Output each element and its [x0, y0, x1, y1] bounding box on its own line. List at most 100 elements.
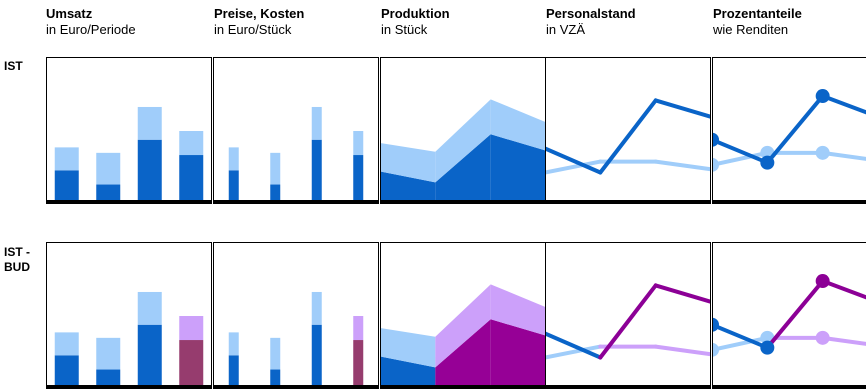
line-segment — [765, 94, 825, 165]
line-point — [760, 155, 775, 170]
line-point — [815, 89, 830, 104]
bar-segment-dark — [54, 170, 79, 202]
line-segment — [712, 335, 770, 352]
line-segment — [545, 344, 603, 360]
bar-segment-dark — [179, 155, 204, 202]
area-segment-dark — [380, 171, 436, 202]
bar-segment-light — [54, 147, 79, 171]
bar-segment-dark — [311, 324, 322, 387]
bar-segment-dark — [311, 139, 322, 202]
chart-marks — [228, 291, 364, 387]
line-segment — [653, 98, 711, 119]
bar-segment-dark — [353, 340, 364, 387]
bar-segment-dark — [137, 324, 162, 387]
chart-panel-umsatz-ist-bud — [46, 242, 212, 389]
line-segment — [545, 146, 603, 175]
column-subtitle: in VZÄ — [546, 22, 586, 37]
chart-panel-prozentanteile-ist-bud — [712, 242, 866, 389]
line-segment — [653, 344, 711, 357]
area-segment-dark — [490, 134, 546, 202]
area-segment-dark — [490, 319, 546, 387]
area-segment-dark — [435, 319, 491, 387]
area-segment-light — [490, 284, 546, 336]
row-label-ist-bud: IST - BUD — [4, 245, 30, 275]
line-segment — [545, 331, 603, 360]
line-point — [712, 132, 719, 147]
chart-panel-produktion-ist — [380, 57, 546, 204]
column-subtitle: wie Renditen — [713, 22, 789, 37]
bar-segment-light — [270, 337, 281, 370]
chart-panel-umsatz-ist — [46, 57, 212, 204]
line-segment — [545, 159, 603, 175]
area-segment-light — [380, 328, 436, 368]
line-segment — [712, 322, 770, 350]
line-segment — [598, 283, 658, 360]
chart-frame — [712, 57, 866, 203]
area-segment-light — [435, 99, 491, 183]
line-segment — [820, 335, 866, 346]
area-segment-dark — [435, 134, 491, 202]
chart-marks — [545, 283, 711, 360]
line-point — [712, 157, 719, 172]
bar-segment-dark — [228, 170, 239, 202]
column-subtitle: in Euro/Stück — [214, 22, 292, 37]
column-title: Prozentanteile — [713, 6, 802, 21]
chart-marks — [712, 89, 866, 172]
bar-segment-dark — [353, 155, 364, 202]
bar-segment-dark — [179, 340, 204, 387]
line-point — [712, 342, 719, 357]
bar-segment-dark — [270, 369, 281, 387]
bar-segment-dark — [54, 355, 79, 387]
bar-segment-dark — [270, 184, 281, 202]
line-segment — [653, 283, 711, 304]
bar-segment-light — [96, 152, 121, 185]
line-segment — [598, 98, 658, 175]
area-segment-light — [380, 143, 436, 183]
bar-segment-dark — [96, 369, 121, 387]
bar-segment-light — [353, 316, 364, 341]
bar-segment-light — [353, 131, 364, 156]
column-header-umsatz: Umsatz in Euro/Periode — [46, 6, 136, 38]
column-title: Umsatz — [46, 6, 93, 21]
chart-panel-preise-ist — [213, 57, 379, 204]
chart-marks — [228, 106, 364, 202]
chart-frame — [712, 242, 866, 388]
bar-segment-light — [228, 332, 239, 356]
chart-panel-personalstand-ist — [545, 57, 711, 204]
row-label-line: BUD — [4, 260, 30, 274]
column-header-preise: Preise, Kosten in Euro/Stück — [214, 6, 304, 38]
bar-segment-dark — [137, 139, 162, 202]
chart-panel-preise-ist-bud — [213, 242, 379, 389]
line-point — [712, 317, 719, 332]
chart-marks — [54, 106, 204, 202]
column-header-prozentanteile: Prozentanteile wie Renditen — [713, 6, 802, 38]
column-subtitle: in Euro/Periode — [46, 22, 136, 37]
chart-frame — [545, 242, 711, 388]
row-label-line: IST — [4, 59, 23, 73]
line-segment — [653, 159, 711, 172]
line-point — [760, 340, 775, 355]
line-segment — [820, 94, 866, 115]
bar-segment-light — [179, 316, 204, 341]
bar-segment-light — [228, 147, 239, 171]
chart-marks — [712, 274, 866, 357]
line-segment — [820, 279, 866, 300]
row-label-line: IST - — [4, 245, 30, 259]
bar-segment-light — [270, 152, 281, 185]
column-title: Produktion — [381, 6, 450, 21]
chart-panel-prozentanteile-ist — [712, 57, 866, 204]
bar-segment-light — [137, 106, 162, 140]
bar-segment-light — [311, 291, 322, 325]
bar-segment-light — [311, 106, 322, 140]
chart-frame — [545, 57, 711, 203]
chart-panel-produktion-ist-bud — [380, 242, 546, 389]
bar-segment-dark — [228, 355, 239, 387]
line-segment — [820, 150, 866, 161]
area-segment-dark — [380, 356, 436, 387]
column-title: Preise, Kosten — [214, 6, 305, 21]
chart-marks — [545, 98, 711, 175]
column-subtitle: in Stück — [381, 22, 428, 37]
area-segment-light — [490, 99, 546, 151]
chart-marks — [380, 284, 546, 387]
line-segment — [712, 137, 770, 165]
